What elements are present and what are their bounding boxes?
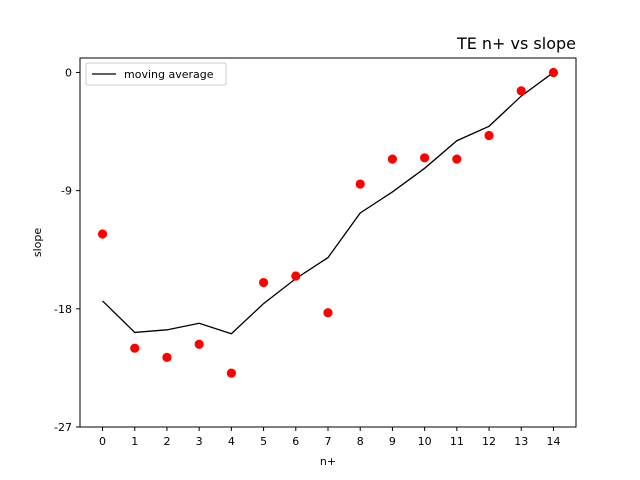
scatter-point bbox=[226, 368, 236, 378]
scatter-point bbox=[130, 343, 140, 353]
scatter-point bbox=[97, 229, 108, 239]
x-tick-label: 3 bbox=[196, 435, 203, 448]
y-axis-label: slope bbox=[31, 228, 44, 257]
x-tick-label: 8 bbox=[357, 435, 364, 448]
legend: moving average bbox=[85, 62, 227, 86]
y-tick-label: -9 bbox=[61, 185, 72, 198]
y-tick-label: -18 bbox=[54, 303, 72, 316]
x-tick-label: 4 bbox=[228, 435, 235, 448]
scatter-point bbox=[420, 153, 430, 163]
legend-box bbox=[85, 62, 227, 86]
x-axis-ticks: 0 1 2 3 4 5 6 7 8 9 10 11 12 13 14 bbox=[99, 427, 560, 448]
scatter-point bbox=[548, 67, 559, 78]
x-tick-label: 14 bbox=[546, 435, 560, 448]
scatter-point bbox=[258, 277, 269, 288]
x-tick-label: 12 bbox=[482, 435, 496, 448]
x-tick-label: 6 bbox=[292, 435, 299, 448]
scatter-point bbox=[387, 154, 398, 164]
scatter-point bbox=[516, 86, 526, 96]
x-tick-label: 1 bbox=[131, 435, 138, 448]
scatter-point bbox=[323, 308, 333, 318]
scatter-series bbox=[97, 67, 559, 378]
scatter-point bbox=[194, 339, 204, 349]
moving-average-series bbox=[102, 71, 554, 335]
chart-title: TE n+ vs slope bbox=[456, 34, 576, 53]
scatter-point bbox=[355, 179, 365, 189]
scatter-point bbox=[484, 130, 494, 141]
x-tick-label: 0 bbox=[99, 435, 106, 448]
x-tick-label: 13 bbox=[514, 435, 528, 448]
scatter-point bbox=[452, 154, 462, 164]
y-axis-ticks: 0 -9 -18 -27 bbox=[54, 66, 80, 434]
y-tick-label: -27 bbox=[54, 421, 72, 434]
x-tick-label: 5 bbox=[260, 435, 267, 448]
x-tick-label: 7 bbox=[325, 435, 332, 448]
x-tick-label: 9 bbox=[389, 435, 396, 448]
scatter-point bbox=[162, 352, 172, 363]
x-tick-label: 10 bbox=[418, 435, 432, 448]
legend-entry-moving-average: moving average bbox=[124, 68, 214, 81]
x-axis-label: n+ bbox=[320, 455, 336, 468]
scatter-point bbox=[291, 271, 301, 281]
x-tick-label: 11 bbox=[450, 435, 464, 448]
y-tick-label: 0 bbox=[65, 66, 72, 79]
x-tick-label: 2 bbox=[163, 435, 170, 448]
moving-average-line bbox=[102, 71, 554, 335]
